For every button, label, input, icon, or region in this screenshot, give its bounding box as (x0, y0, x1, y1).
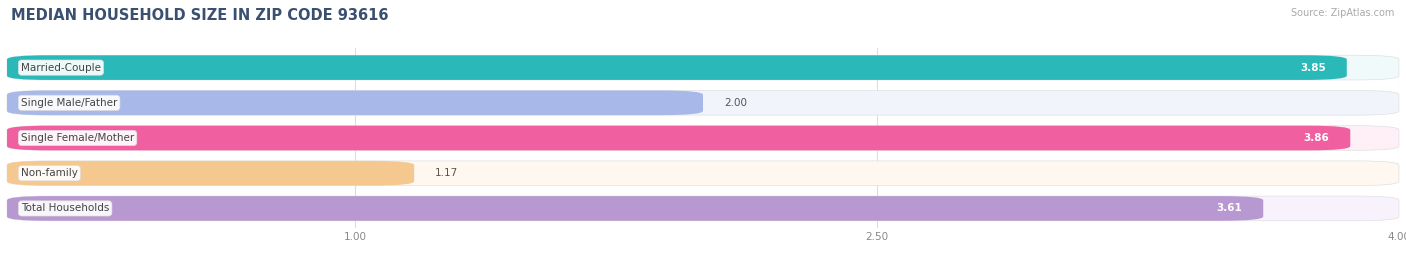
Text: 2.00: 2.00 (724, 98, 747, 108)
Text: Married-Couple: Married-Couple (21, 63, 101, 73)
Text: Single Male/Father: Single Male/Father (21, 98, 117, 108)
Text: 3.86: 3.86 (1303, 133, 1330, 143)
FancyBboxPatch shape (7, 126, 1350, 150)
Text: 3.61: 3.61 (1216, 203, 1243, 213)
FancyBboxPatch shape (7, 196, 1263, 221)
FancyBboxPatch shape (7, 161, 415, 185)
Text: 1.17: 1.17 (434, 168, 458, 178)
Text: 3.85: 3.85 (1301, 63, 1326, 73)
Text: Non-family: Non-family (21, 168, 77, 178)
FancyBboxPatch shape (7, 91, 703, 115)
FancyBboxPatch shape (7, 91, 1399, 115)
FancyBboxPatch shape (7, 55, 1399, 80)
FancyBboxPatch shape (7, 126, 1399, 150)
FancyBboxPatch shape (7, 161, 1399, 185)
Text: Total Households: Total Households (21, 203, 110, 213)
Text: MEDIAN HOUSEHOLD SIZE IN ZIP CODE 93616: MEDIAN HOUSEHOLD SIZE IN ZIP CODE 93616 (11, 8, 388, 23)
FancyBboxPatch shape (7, 196, 1399, 221)
FancyBboxPatch shape (7, 55, 1347, 80)
Text: Source: ZipAtlas.com: Source: ZipAtlas.com (1291, 8, 1395, 18)
Text: Single Female/Mother: Single Female/Mother (21, 133, 134, 143)
